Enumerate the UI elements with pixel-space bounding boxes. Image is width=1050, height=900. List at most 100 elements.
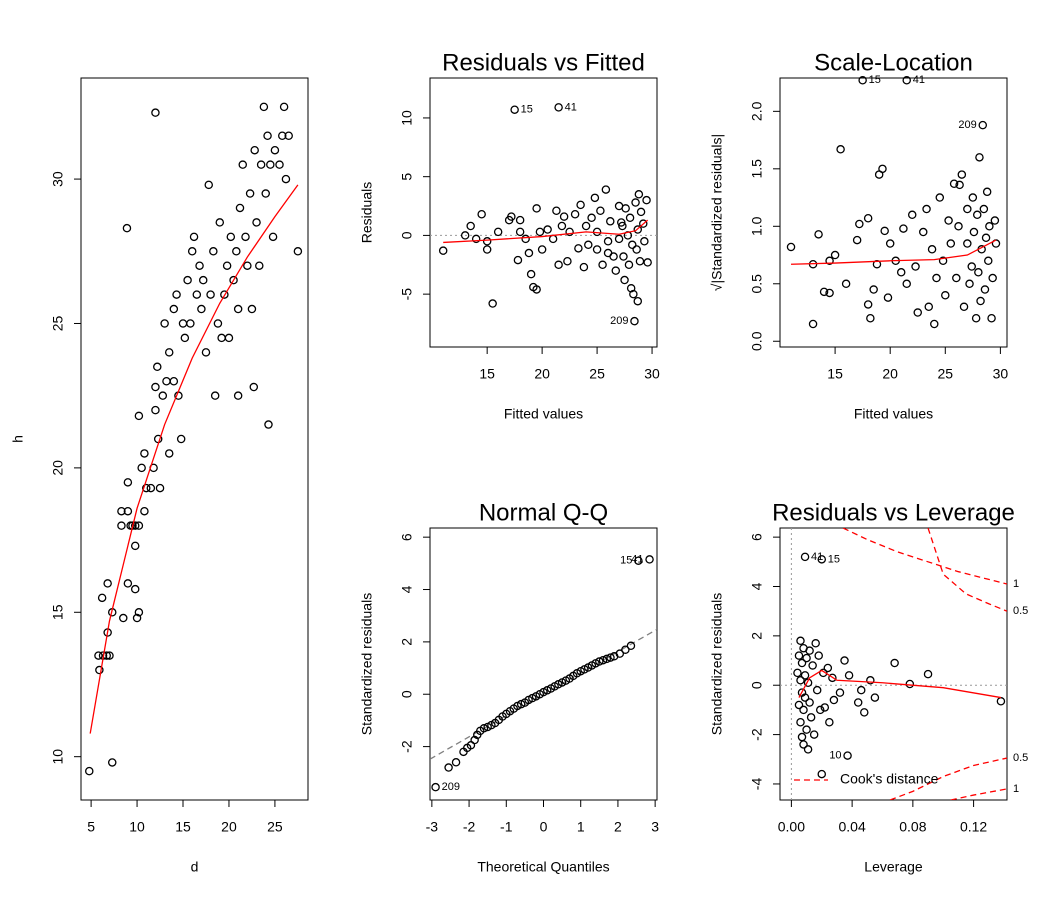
data-point [621, 204, 630, 213]
y-axis-label: Residuals [359, 182, 375, 243]
data-point [570, 210, 580, 219]
chart-title: Scale-Location [814, 49, 973, 76]
data-point [576, 200, 585, 210]
x-axis-label: d [191, 859, 199, 875]
y-tick-label: -5 [399, 288, 415, 301]
point-label: 209 [610, 315, 628, 327]
x-tick-label: 5 [87, 819, 95, 835]
y-axis-label: Standardized residuals [709, 593, 725, 735]
data-point [799, 740, 808, 749]
data-point [563, 256, 572, 266]
data-point [169, 304, 179, 314]
x-axis-label: Fitted values [504, 406, 583, 422]
point-label: 41 [565, 101, 577, 113]
data-point [866, 676, 875, 685]
data-point [618, 221, 627, 231]
data-point [796, 676, 805, 685]
data-point [222, 261, 232, 270]
fit-line [842, 528, 1007, 585]
data-point [825, 256, 834, 266]
data-point [991, 239, 1001, 248]
data-point [952, 273, 961, 283]
data-point [965, 279, 974, 289]
data-point [793, 668, 802, 678]
data-point [972, 210, 982, 220]
data-point [809, 730, 819, 739]
data-point [210, 391, 220, 400]
data-point [245, 189, 255, 198]
data-point [812, 685, 822, 695]
data-point [134, 608, 144, 617]
point-label: 15 [521, 104, 533, 116]
data-point [513, 255, 523, 265]
point-label: 209 [442, 781, 460, 793]
data-point [883, 293, 893, 302]
data-point [603, 237, 613, 246]
data-point [537, 245, 547, 254]
data-point [213, 319, 223, 328]
data-point [855, 219, 864, 229]
point-label: 209 [958, 119, 976, 131]
fit-line [950, 788, 1007, 800]
data-point [259, 102, 269, 112]
data-point [444, 763, 453, 772]
data-point [275, 160, 284, 169]
x-tick-label: 15 [479, 366, 495, 382]
data-point [817, 769, 827, 779]
data-point [643, 258, 652, 267]
data-point [596, 206, 605, 215]
data-point [630, 316, 639, 326]
point-label: 1 [1013, 578, 1019, 590]
x-tick-label: -1 [500, 819, 513, 835]
data-point [621, 645, 630, 654]
data-point [860, 708, 869, 717]
data-point [284, 131, 293, 141]
data-point [132, 613, 142, 623]
data-point [198, 275, 208, 285]
fit-line [927, 528, 1007, 612]
data-point [805, 646, 814, 655]
data-point [438, 246, 448, 255]
data-point [938, 256, 948, 266]
data-point [256, 160, 266, 169]
y-tick-label: 5 [399, 173, 415, 181]
y-tick-label: 20 [50, 460, 66, 476]
data-point [255, 261, 264, 270]
data-point [189, 232, 199, 242]
data-point [130, 541, 140, 551]
data-point [226, 232, 236, 242]
data-point [803, 745, 813, 754]
data-point [911, 262, 920, 271]
data-point [130, 584, 140, 594]
y-tick-label: 0.0 [749, 331, 765, 351]
data-point [863, 300, 873, 309]
data-point [634, 190, 644, 199]
y-tick-label: 1.5 [749, 159, 765, 179]
data-point [975, 153, 984, 162]
data-point [808, 661, 817, 670]
data-point [552, 206, 561, 215]
data-point [636, 207, 646, 217]
data-point [802, 653, 811, 663]
data-point [598, 655, 608, 665]
data-point [543, 225, 552, 234]
data-point [105, 651, 114, 660]
data-point [885, 239, 895, 248]
data-point [233, 304, 243, 314]
data-point [955, 180, 964, 190]
data-point [823, 663, 833, 673]
data-point [829, 695, 839, 705]
data-point [878, 164, 887, 174]
data-point [635, 256, 645, 266]
data-point [164, 348, 174, 357]
data-point [796, 718, 805, 727]
data-point [278, 131, 287, 141]
data-point [224, 333, 234, 343]
data-point [204, 180, 213, 190]
data-point [799, 705, 808, 715]
x-tick-label: 20 [882, 366, 898, 382]
data-point [806, 713, 816, 722]
data-point [985, 222, 994, 231]
data-point [603, 248, 613, 258]
